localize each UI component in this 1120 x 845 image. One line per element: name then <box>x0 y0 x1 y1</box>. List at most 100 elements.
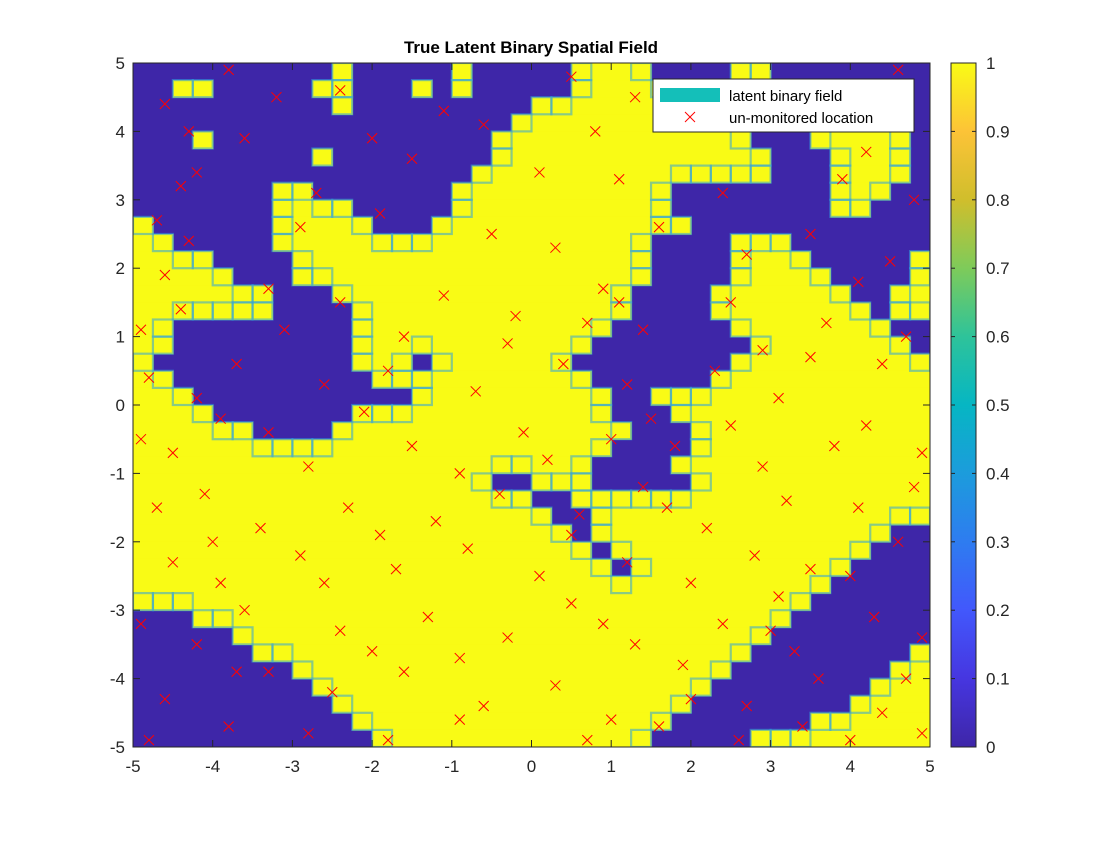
field-cell <box>192 131 214 150</box>
field-edge-cell <box>530 506 553 526</box>
field-cell <box>133 507 553 526</box>
unmonitored-location-marker <box>255 522 266 534</box>
unmonitored-location-marker <box>374 208 386 219</box>
field-edge-cell <box>829 711 852 731</box>
field-edge-cell <box>211 609 234 629</box>
field-cell <box>133 353 154 372</box>
field-cell <box>133 593 812 611</box>
field-cell <box>133 268 234 286</box>
field-edge-cell <box>311 438 334 458</box>
field-edge-cell <box>311 147 334 167</box>
field-edge-cell <box>470 164 493 184</box>
unmonitored-location-marker <box>470 385 482 397</box>
unmonitored-location-marker <box>454 714 466 725</box>
field-edge-cell <box>231 421 254 441</box>
field-edge-cell <box>550 96 573 116</box>
unmonitored-location-markers <box>135 64 928 746</box>
field-cell <box>611 541 871 560</box>
field-edge-cell <box>331 198 354 219</box>
unmonitored-location-marker <box>279 324 290 336</box>
unmonitored-location-marker <box>581 734 593 746</box>
field-edge-cell <box>809 267 832 287</box>
field-edge-cell <box>550 523 573 543</box>
colorbar-tick-label: 0.2 <box>986 601 1010 620</box>
field-edge-cell <box>331 284 354 304</box>
field-cell <box>651 387 930 406</box>
unmonitored-location-marker <box>637 481 649 493</box>
field-cell <box>830 182 891 201</box>
unmonitored-location-marker <box>239 132 250 144</box>
y-tick-label: -4 <box>110 670 125 689</box>
unmonitored-location-marker <box>271 91 282 103</box>
unmonitored-location-marker <box>908 194 920 206</box>
field-edge-cell <box>510 489 533 509</box>
field-edge-cell <box>610 574 633 595</box>
y-axis: -5 -4 -3 -2 -1 0 1 2 3 4 5 <box>110 54 930 757</box>
field-edge-cell <box>410 335 433 355</box>
field-edge-cell <box>510 113 533 133</box>
field-cell <box>451 80 473 98</box>
field-edge-cell <box>590 523 613 543</box>
field-edge-cell <box>849 301 872 321</box>
field-cell <box>750 729 930 747</box>
unmonitored-location-marker <box>494 488 505 500</box>
unmonitored-location-marker <box>502 338 513 349</box>
unmonitored-location-marker <box>852 276 864 288</box>
unmonitored-location-marker <box>263 666 274 678</box>
colorbar-tick-label: 0.9 <box>986 122 1010 141</box>
unmonitored-location-marker <box>318 577 330 589</box>
field-cell <box>372 370 592 389</box>
unmonitored-location-marker <box>534 167 545 178</box>
field-cell <box>830 148 911 167</box>
unmonitored-location-marker <box>310 187 322 199</box>
field-edge-cell <box>889 164 912 184</box>
y-tick-label: 0 <box>116 396 125 415</box>
unmonitored-location-marker <box>741 700 753 712</box>
field-edge-cell <box>709 369 732 389</box>
field-edge-cell <box>849 198 872 219</box>
field-cell <box>133 285 274 303</box>
unmonitored-location-marker <box>390 563 402 575</box>
field-cell <box>352 336 592 355</box>
field-cell <box>531 473 592 492</box>
colorbar-tick-label: 0.1 <box>986 670 1010 689</box>
unmonitored-location-marker <box>295 550 306 561</box>
field-cell <box>232 627 772 645</box>
field-edge-cell <box>849 540 872 560</box>
field-edge-cell <box>610 421 633 441</box>
unmonitored-location-marker <box>629 639 641 650</box>
field-edge-cell <box>829 284 852 304</box>
field-edge-cell <box>331 96 354 116</box>
field-edge-cell <box>630 557 653 578</box>
field-cell <box>192 610 792 628</box>
unmonitored-location-marker <box>534 570 545 582</box>
unmonitored-location-marker <box>749 550 761 561</box>
field-cell <box>810 131 911 150</box>
field-edge-cell <box>590 557 613 578</box>
unmonitored-location-marker <box>438 105 450 117</box>
unmonitored-location-marker <box>637 324 649 336</box>
field-edge-cell <box>311 267 334 287</box>
unmonitored-location-marker <box>789 645 800 657</box>
unmonitored-location-marker <box>478 119 490 130</box>
field-cell <box>910 251 930 269</box>
unmonitored-location-marker <box>358 406 370 418</box>
field-cell <box>133 387 194 406</box>
field-edge-cell <box>889 660 912 680</box>
x-axis: -5 -4 -3 -2 -1 0 1 2 3 4 5 <box>125 63 935 776</box>
y-tick-label: 5 <box>116 54 125 73</box>
unmonitored-location-marker <box>717 187 729 199</box>
field-edge-cell <box>570 78 593 99</box>
y-tick-label: -3 <box>110 601 125 620</box>
colorbar-tick-label: 1 <box>986 54 995 73</box>
unmonitored-location-marker <box>406 153 418 165</box>
field-edge-cell <box>151 369 174 389</box>
x-tick-label: -5 <box>125 757 140 776</box>
field-cell <box>312 148 333 167</box>
field-cell <box>451 63 473 81</box>
field-cell <box>730 353 930 372</box>
unmonitored-location-marker <box>558 358 569 370</box>
field-edge-cell <box>610 301 633 321</box>
